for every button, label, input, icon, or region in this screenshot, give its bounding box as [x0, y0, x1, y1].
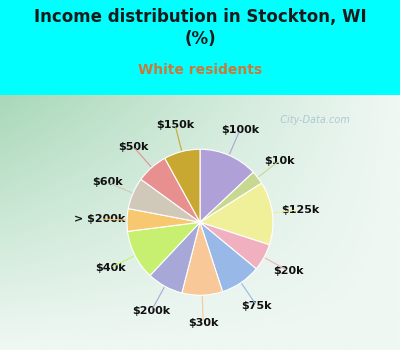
- Wedge shape: [200, 222, 270, 269]
- Wedge shape: [127, 209, 200, 231]
- Wedge shape: [200, 149, 253, 222]
- Text: $125k: $125k: [281, 205, 319, 215]
- Wedge shape: [141, 158, 200, 222]
- Text: $40k: $40k: [95, 263, 126, 273]
- Text: $75k: $75k: [241, 301, 272, 310]
- Wedge shape: [200, 183, 273, 245]
- Text: White residents: White residents: [138, 63, 262, 77]
- Wedge shape: [165, 149, 200, 222]
- Wedge shape: [128, 179, 200, 222]
- Wedge shape: [200, 172, 262, 222]
- Text: $30k: $30k: [188, 318, 218, 328]
- Wedge shape: [150, 222, 200, 293]
- Wedge shape: [182, 222, 222, 295]
- Text: $60k: $60k: [92, 177, 123, 187]
- Text: > $200k: > $200k: [74, 214, 125, 224]
- Text: $20k: $20k: [273, 266, 304, 276]
- Text: $200k: $200k: [132, 306, 170, 316]
- Text: Income distribution in Stockton, WI
(%): Income distribution in Stockton, WI (%): [34, 8, 366, 48]
- Text: City-Data.com: City-Data.com: [274, 115, 350, 125]
- Text: $150k: $150k: [156, 120, 194, 130]
- Text: $10k: $10k: [264, 155, 295, 166]
- Text: $100k: $100k: [221, 125, 259, 135]
- Wedge shape: [128, 222, 200, 275]
- Text: $50k: $50k: [118, 142, 148, 152]
- Wedge shape: [200, 222, 256, 292]
